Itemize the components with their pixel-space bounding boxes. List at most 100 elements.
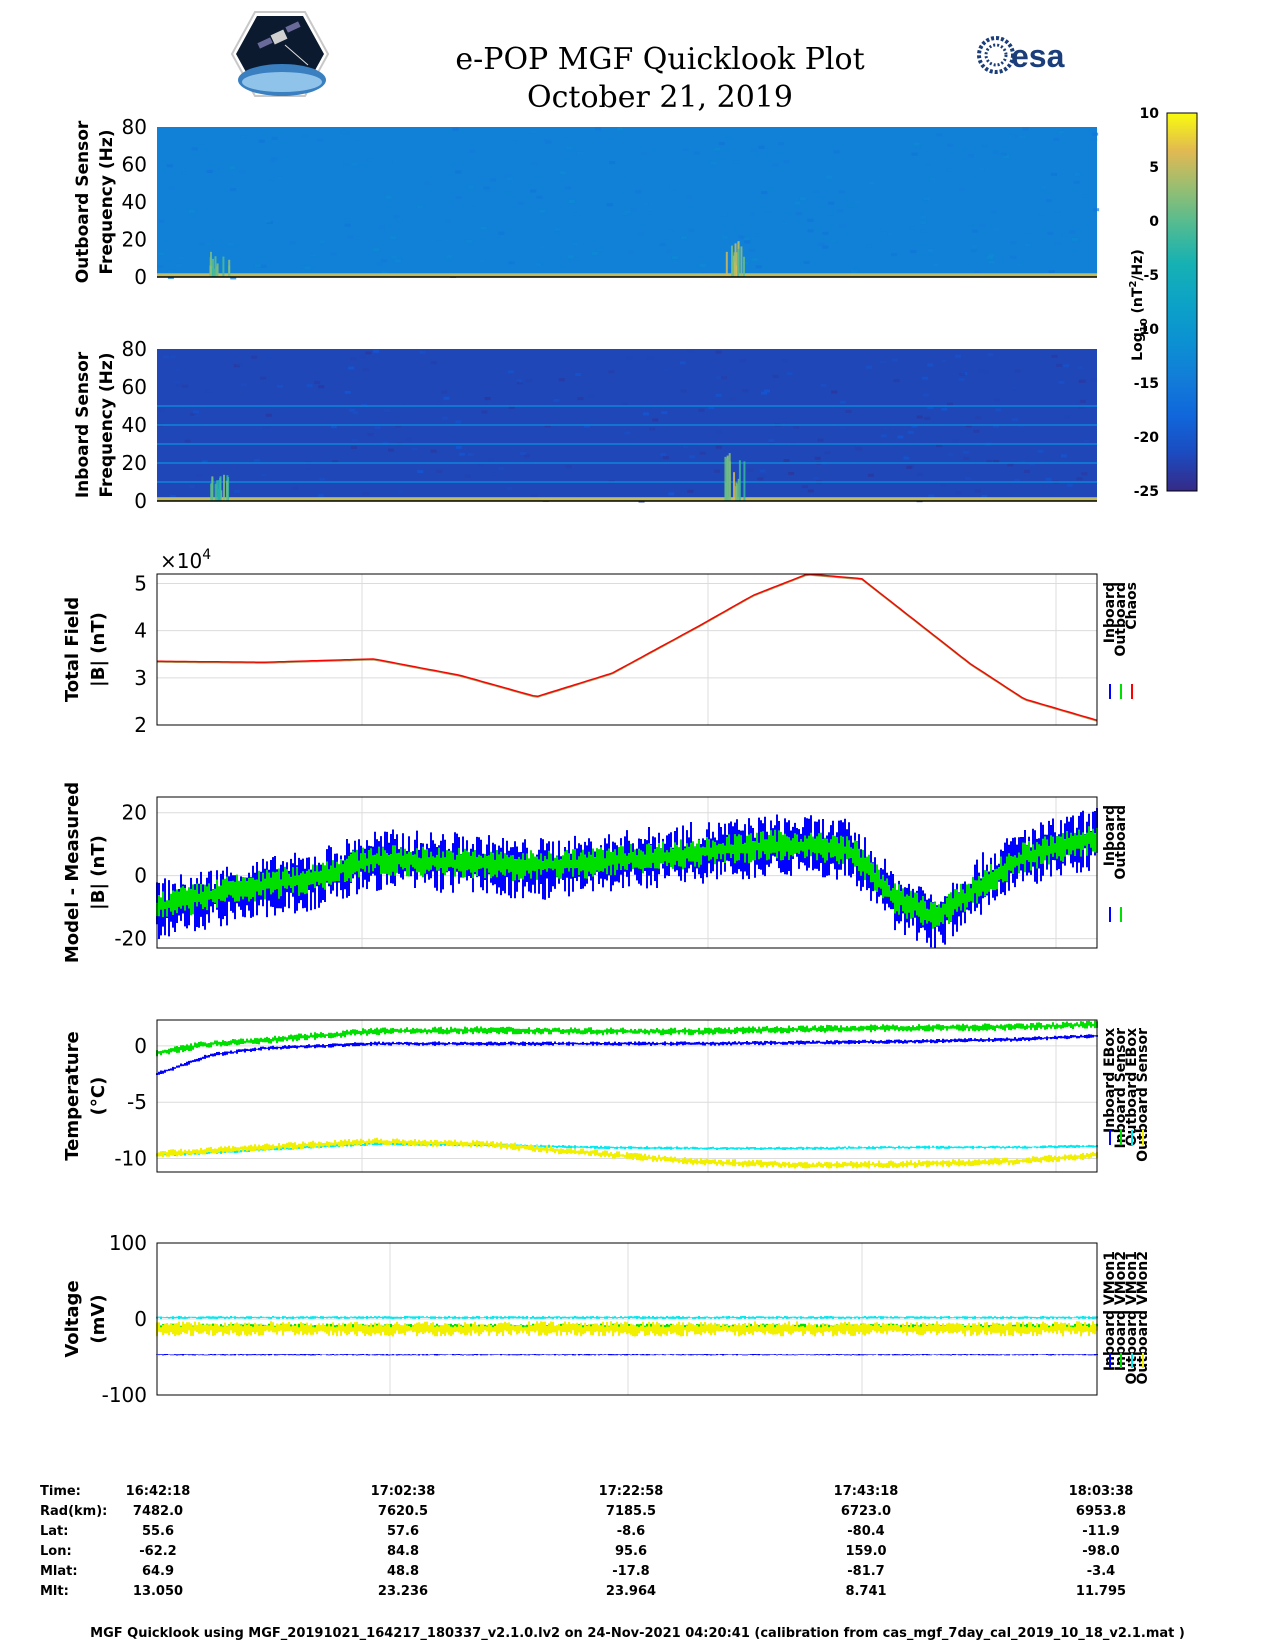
spectrogram-texture — [647, 211, 654, 215]
y-axis-label: Inboard Sensor — [73, 351, 93, 498]
spectrogram-texture — [1017, 263, 1024, 267]
spectrogram-texture — [423, 181, 430, 185]
spectrogram-texture — [820, 383, 827, 387]
spectrogram-texture — [376, 262, 383, 266]
spectrogram-texture — [839, 400, 846, 404]
spectrogram-texture — [647, 356, 654, 360]
spectrogram-texture — [924, 416, 931, 420]
spectrogram-texture — [988, 260, 995, 264]
spectrogram-texture — [803, 260, 810, 264]
burst-streak — [216, 480, 219, 501]
spectrogram-texture — [715, 375, 722, 379]
spectrogram-texture — [947, 143, 954, 147]
spectrogram-texture — [1054, 209, 1061, 213]
spectrogram-texture — [649, 427, 656, 431]
spectrogram-texture — [526, 379, 533, 383]
spectrogram-texture — [1091, 138, 1098, 142]
spectrogram-texture — [182, 384, 189, 388]
spectrogram-texture — [269, 160, 276, 164]
spectrogram-texture — [962, 450, 969, 454]
orbit-cell: 23.236 — [377, 1584, 429, 1599]
spectrogram-texture — [733, 160, 740, 164]
spectrogram-texture — [158, 408, 165, 412]
spectrogram-texture — [390, 236, 397, 240]
spectrogram-texture — [947, 402, 954, 406]
spectrogram-texture — [174, 368, 181, 372]
spectrogram-texture — [958, 377, 965, 381]
spectrogram-texture — [1023, 469, 1030, 473]
esa-logo-icon: esa — [977, 36, 1065, 74]
spectrogram-texture — [1025, 243, 1032, 247]
spectrogram-texture — [932, 263, 939, 267]
legend-label: Chaos — [1124, 582, 1140, 630]
spectrogram-texture — [435, 401, 442, 405]
spectrogram-texture — [903, 456, 910, 460]
spectrogram-texture — [986, 459, 993, 463]
y-tick-label: 80 — [122, 115, 147, 139]
spectrogram-texture — [868, 181, 875, 185]
spectrogram-texture — [1046, 199, 1053, 203]
spectrogram-texture — [668, 492, 675, 496]
spectrogram-texture — [994, 398, 1001, 402]
spectrogram-texture — [682, 148, 689, 152]
legend-label: Outboard EBox — [1124, 1028, 1140, 1146]
spectrogram-texture — [305, 465, 312, 469]
colorbar-tick-label: -15 — [1134, 376, 1159, 392]
spectrogram-texture — [1007, 463, 1014, 467]
y-axis-label: Voltage — [62, 1280, 83, 1357]
series-noise-band — [156, 1354, 1098, 1356]
spectrogram-texture — [240, 383, 247, 387]
spectrogram-texture — [822, 231, 829, 235]
spectrogram-texture — [467, 185, 474, 189]
spectrogram-texture — [1000, 152, 1007, 156]
spectrogram-texture — [350, 445, 357, 449]
spectrogram-texture — [352, 411, 359, 415]
spectrogram-texture — [981, 144, 988, 148]
legend-label: Inboard VMon2 — [1113, 1251, 1129, 1371]
spectrogram-texture — [768, 439, 775, 443]
legend-label: Outboard VMon2 — [1135, 1251, 1151, 1385]
mission-logo-icon — [230, 11, 330, 97]
spectrogram-texture — [909, 226, 916, 230]
spectrogram-texture — [978, 167, 985, 171]
spectrogram-texture — [812, 190, 819, 194]
spectrogram-texture — [194, 414, 201, 418]
spectrogram-texture — [936, 133, 943, 137]
spectrogram-texture — [385, 195, 392, 199]
spectrogram-texture — [1058, 380, 1065, 384]
spectrogram-texture — [260, 376, 267, 380]
legend-label: Inboard — [1102, 805, 1118, 866]
y-tick-label: 40 — [122, 413, 147, 437]
spectrogram-texture — [1074, 173, 1081, 177]
axis-multiplier: ×104 — [160, 547, 211, 573]
spectrogram-texture — [715, 445, 722, 449]
colorbar-tick-label: -10 — [1134, 322, 1160, 338]
spectrogram-texture — [715, 350, 722, 354]
spectrogram-texture — [348, 366, 355, 370]
y-axis-label: |B| (nT) — [88, 612, 109, 687]
spectrogram-texture — [504, 191, 511, 195]
spectrogram-texture — [1054, 241, 1061, 245]
spectrogram-texture — [591, 251, 598, 255]
spectrogram-texture — [271, 157, 278, 161]
spectrogram-texture — [481, 410, 488, 414]
spectrogram-texture — [577, 397, 584, 401]
y-tick-label: 20 — [122, 801, 147, 825]
spectrogram-texture — [1071, 237, 1078, 241]
spectrogram-texture — [572, 242, 579, 246]
spectrogram-texture — [1029, 462, 1036, 466]
spectrogram-texture — [627, 250, 634, 254]
y-tick-label: -20 — [114, 927, 147, 951]
spectrogram-texture — [479, 259, 486, 263]
y-tick-label: 100 — [109, 1231, 147, 1255]
spectrogram-texture — [799, 197, 806, 201]
spectrogram-texture — [916, 415, 923, 419]
spectrogram-texture — [635, 190, 642, 194]
spectrogram-texture — [205, 389, 212, 393]
burst-streak — [725, 251, 728, 277]
spectrogram-texture — [1083, 439, 1090, 443]
spectrogram-texture — [887, 232, 894, 236]
spectrogram-texture — [314, 380, 321, 384]
